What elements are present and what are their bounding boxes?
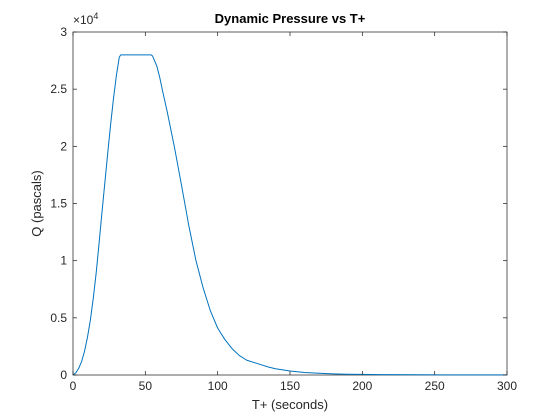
x-tick-label: 150 (280, 379, 300, 393)
y-tick-label: 2.5 (50, 82, 67, 96)
y-tick-label: 0.5 (50, 311, 67, 325)
y-exponent-power: 4 (93, 11, 98, 21)
x-tick-label: 50 (139, 379, 153, 393)
y-tick-label: 0 (60, 368, 67, 382)
y-tick-label: 3 (60, 25, 67, 39)
y-tick-label: 2 (60, 139, 67, 153)
y-tick-label: 1.5 (50, 197, 67, 211)
x-axis-label: T+ (seconds) (252, 397, 328, 412)
plot-area-box (72, 31, 508, 376)
x-tick-label: 100 (208, 379, 228, 393)
x-tick-label: 200 (352, 379, 372, 393)
chart-title: Dynamic Pressure vs T+ (215, 11, 366, 26)
x-tick-label: 300 (497, 379, 517, 393)
x-tick-label: 250 (425, 379, 445, 393)
y-tick-label: 1 (60, 254, 67, 268)
y-axis-label: Q (pascals) (29, 170, 44, 236)
x-tick-label: 0 (70, 379, 77, 393)
y-exponent-base: ×10 (73, 13, 94, 27)
y-exponent-label: ×104 (73, 11, 98, 27)
series-line (72, 54, 507, 376)
